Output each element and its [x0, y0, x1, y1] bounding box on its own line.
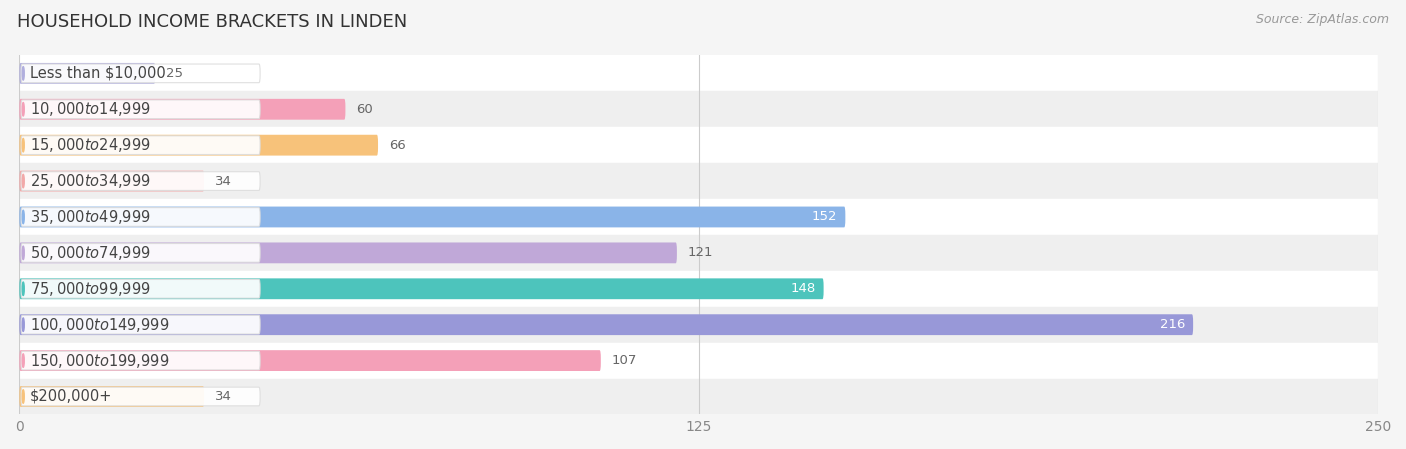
FancyBboxPatch shape: [21, 243, 260, 262]
Text: 25: 25: [166, 67, 183, 80]
FancyBboxPatch shape: [21, 136, 260, 154]
FancyBboxPatch shape: [21, 279, 260, 298]
FancyBboxPatch shape: [20, 242, 676, 263]
Text: $25,000 to $34,999: $25,000 to $34,999: [30, 172, 150, 190]
Circle shape: [22, 390, 24, 403]
Bar: [20, 379, 1378, 414]
Bar: [20, 307, 1378, 343]
FancyBboxPatch shape: [21, 387, 260, 406]
Text: 34: 34: [215, 175, 232, 188]
Circle shape: [22, 66, 24, 80]
Bar: [20, 271, 1378, 307]
FancyBboxPatch shape: [21, 100, 260, 119]
Text: 152: 152: [811, 211, 837, 224]
Text: 148: 148: [790, 282, 815, 295]
FancyBboxPatch shape: [20, 135, 378, 156]
FancyBboxPatch shape: [20, 171, 204, 191]
FancyBboxPatch shape: [20, 63, 155, 84]
Bar: [20, 199, 1378, 235]
Text: Less than $10,000: Less than $10,000: [30, 66, 166, 81]
Circle shape: [22, 354, 24, 367]
Text: Source: ZipAtlas.com: Source: ZipAtlas.com: [1256, 13, 1389, 26]
FancyBboxPatch shape: [20, 386, 204, 407]
FancyBboxPatch shape: [20, 99, 346, 120]
Text: 107: 107: [612, 354, 637, 367]
Circle shape: [22, 102, 24, 116]
FancyBboxPatch shape: [20, 207, 845, 227]
Bar: [20, 163, 1378, 199]
FancyBboxPatch shape: [21, 315, 260, 334]
Circle shape: [22, 210, 24, 224]
Text: $35,000 to $49,999: $35,000 to $49,999: [30, 208, 150, 226]
Text: $15,000 to $24,999: $15,000 to $24,999: [30, 136, 150, 154]
Text: 121: 121: [688, 247, 713, 260]
Text: HOUSEHOLD INCOME BRACKETS IN LINDEN: HOUSEHOLD INCOME BRACKETS IN LINDEN: [17, 13, 408, 31]
Circle shape: [22, 318, 24, 331]
Bar: [20, 343, 1378, 379]
FancyBboxPatch shape: [21, 351, 260, 370]
FancyBboxPatch shape: [21, 172, 260, 190]
Circle shape: [22, 246, 24, 260]
FancyBboxPatch shape: [20, 278, 824, 299]
Circle shape: [22, 138, 24, 152]
Text: 66: 66: [389, 139, 406, 152]
Bar: [20, 55, 1378, 91]
FancyBboxPatch shape: [20, 314, 1194, 335]
FancyBboxPatch shape: [21, 207, 260, 226]
Bar: [20, 127, 1378, 163]
Text: 216: 216: [1160, 318, 1185, 331]
Bar: [20, 235, 1378, 271]
FancyBboxPatch shape: [21, 64, 260, 83]
Text: $150,000 to $199,999: $150,000 to $199,999: [30, 352, 169, 370]
FancyBboxPatch shape: [20, 350, 600, 371]
Text: $10,000 to $14,999: $10,000 to $14,999: [30, 100, 150, 118]
Text: $75,000 to $99,999: $75,000 to $99,999: [30, 280, 150, 298]
Text: 60: 60: [356, 103, 373, 116]
Bar: [20, 91, 1378, 127]
Circle shape: [22, 282, 24, 295]
Text: 34: 34: [215, 390, 232, 403]
Circle shape: [22, 174, 24, 188]
Text: $50,000 to $74,999: $50,000 to $74,999: [30, 244, 150, 262]
Text: $200,000+: $200,000+: [30, 389, 112, 404]
Text: $100,000 to $149,999: $100,000 to $149,999: [30, 316, 169, 334]
